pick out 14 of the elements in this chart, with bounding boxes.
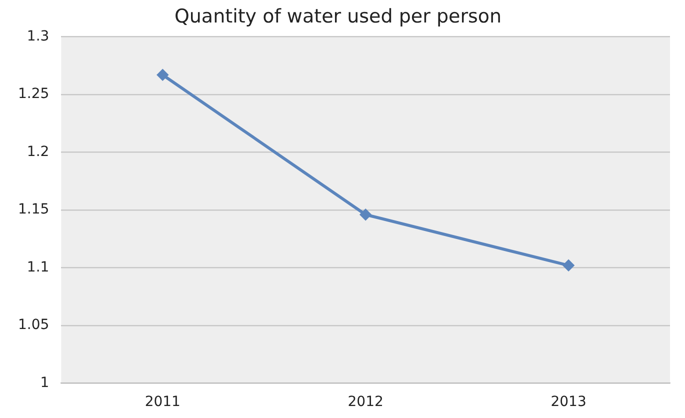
point xyxy=(563,260,574,271)
point xyxy=(360,209,372,220)
y-tick-label: 1.05 xyxy=(18,317,50,334)
x-tick-label: 2011 xyxy=(144,394,180,410)
y-tick-label: 1.15 xyxy=(18,202,50,218)
y-tick-label: 1.3 xyxy=(26,28,50,44)
y-tick-label: 1.2 xyxy=(26,144,50,160)
y-tick-label: 1.25 xyxy=(18,86,50,102)
x-tick-label: 2012 xyxy=(348,394,384,410)
point xyxy=(157,69,168,80)
y-tick-label: 1 xyxy=(40,374,50,391)
chart-title: Quantity of water used per person xyxy=(174,5,502,28)
x-tick-label: 2013 xyxy=(550,394,586,410)
y-tick-label: 1.1 xyxy=(26,259,50,276)
